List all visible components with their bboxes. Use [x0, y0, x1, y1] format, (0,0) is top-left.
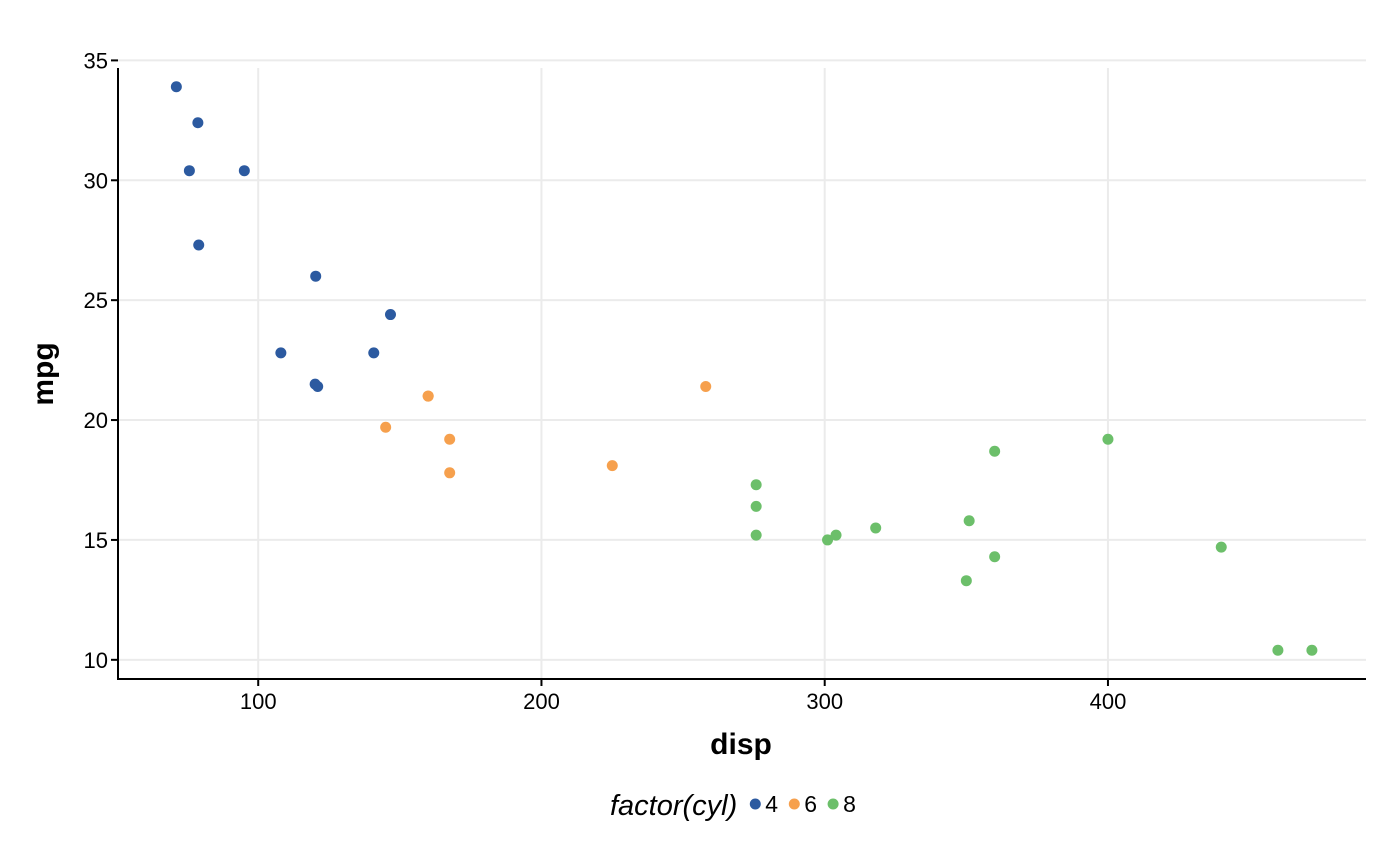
- y-tick-label-30: 30: [84, 168, 108, 193]
- x-tick-label-100: 100: [240, 689, 277, 714]
- x-tick-label-200: 200: [523, 689, 560, 714]
- point-cyl4-5: [310, 270, 322, 282]
- point-cyl8-8: [822, 534, 834, 546]
- point-cyl8-12: [1272, 644, 1284, 656]
- y-tick-label-10: 10: [84, 648, 108, 673]
- point-cyl8-7: [750, 529, 762, 541]
- y-tick-label-20: 20: [84, 408, 108, 433]
- point-cyl4-7: [275, 347, 287, 359]
- point-cyl6-2: [700, 380, 712, 392]
- point-cyl8-1: [989, 445, 1001, 457]
- point-cyl6-6: [444, 467, 456, 479]
- point-cyl4-10: [312, 380, 324, 392]
- point-cyl4-6: [384, 309, 396, 321]
- point-cyl6-4: [444, 433, 456, 445]
- y-axis-title: mpg: [27, 342, 60, 405]
- tick-labels: 100 200 300 400 10 15 20 25 30 35: [84, 48, 1127, 714]
- point-cyl4-3: [238, 165, 250, 177]
- point-cyl8-0: [1102, 433, 1114, 445]
- legend-key-cyl8: [827, 798, 839, 810]
- data-points: [170, 81, 1318, 656]
- y-tick-label-15: 15: [84, 528, 108, 553]
- point-cyl4-2: [183, 165, 195, 177]
- point-cyl8-5: [870, 522, 882, 534]
- legend-key-cyl4: [749, 798, 761, 810]
- legend-label-cyl4: 4: [765, 791, 778, 817]
- grid: [118, 59, 1366, 679]
- y-tick-label-25: 25: [84, 288, 108, 313]
- x-tick-label-400: 400: [1090, 689, 1127, 714]
- point-cyl8-3: [750, 500, 762, 512]
- point-cyl8-9: [1215, 541, 1227, 553]
- x-axis-title: disp: [710, 728, 772, 761]
- point-cyl8-10: [989, 551, 1001, 563]
- legend-title: factor(cyl): [610, 790, 737, 822]
- legend-key-cyl6: [788, 798, 800, 810]
- point-cyl6-3: [380, 421, 392, 433]
- y-tick-label-35: 35: [84, 48, 108, 73]
- point-cyl4-8: [368, 347, 380, 359]
- point-cyl4-1: [192, 117, 204, 129]
- legend-label-cyl8: 8: [843, 791, 856, 817]
- point-cyl6-5: [606, 460, 618, 472]
- point-cyl6-1: [422, 390, 434, 402]
- axes: [111, 59, 1366, 686]
- point-cyl8-4: [963, 515, 975, 527]
- point-cyl8-13: [1306, 644, 1318, 656]
- point-cyl8-6: [830, 529, 842, 541]
- legend-label-cyl6: 6: [804, 791, 817, 817]
- point-cyl8-2: [750, 479, 762, 491]
- x-tick-label-300: 300: [806, 689, 843, 714]
- point-cyl4-0: [170, 81, 182, 93]
- point-cyl8-11: [960, 575, 972, 587]
- point-cyl4-4: [193, 239, 205, 251]
